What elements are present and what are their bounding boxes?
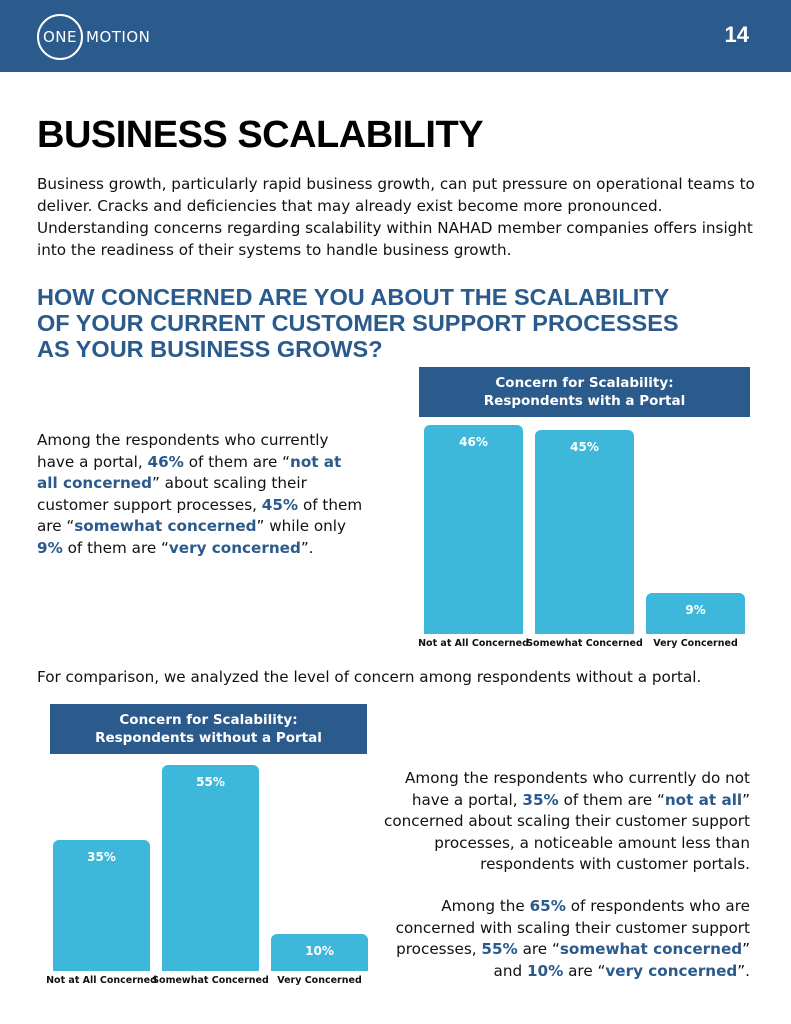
highlight: somewhat concerned [559, 940, 743, 958]
portal-findings-paragraph: Among the respondents who currently have… [37, 430, 367, 559]
category-label: Very Concerned [653, 638, 738, 649]
category-label: Not at All Concerned [418, 638, 529, 649]
highlight: very concerned [605, 961, 738, 980]
no-portal-findings-paragraph: Among the respondents who currently do n… [380, 768, 750, 876]
text-run: ” about scaling their customer support p… [37, 474, 307, 514]
header-bar: ONE MOTION 14 [0, 0, 791, 72]
bar-value-label: 46% [459, 435, 488, 450]
highlight: not at all concerned [37, 452, 342, 493]
text-run: of them are “ [37, 495, 363, 536]
text-run: ” concerned about scaling their customer… [384, 790, 750, 874]
highlight: 45% [261, 495, 299, 514]
highlight: somewhat concerned [74, 517, 257, 535]
highlight: 9% [37, 538, 63, 557]
highlight: not at all [664, 790, 743, 809]
chart-bar: 45% [535, 429, 634, 634]
highlight: very concerned [168, 538, 301, 557]
category-label: Very Concerned [277, 975, 362, 986]
bar-value-label: 45% [570, 439, 599, 454]
logo-one-text: ONE [42, 28, 77, 46]
comparison-sentence: For comparison, we analyzed the level of… [37, 668, 702, 686]
bar-value-label: 9% [685, 603, 706, 618]
highlight: 55% [481, 940, 518, 958]
page-number: 14 [724, 22, 749, 47]
text-run: Among the [441, 897, 530, 915]
text-run: of respondents who are concerned with sc… [395, 897, 750, 958]
text-run: are “ [563, 961, 606, 980]
concerned-breakdown-paragraph: Among the 65% of respondents who are con… [380, 896, 750, 982]
highlight: 35% [522, 790, 559, 809]
text-run: ”. [300, 538, 314, 557]
chart-bar: 9% [646, 593, 745, 634]
chart-bar: 10% [271, 933, 368, 971]
logo-motion-text: MOTION [86, 28, 151, 46]
chart-bar: 35% [53, 839, 150, 971]
logo-circle: ONE [37, 14, 83, 60]
category-label: Somewhat Concerned [152, 975, 269, 986]
chart-title-line: Concern for Scalability: [119, 712, 298, 728]
intro-paragraph: Business growth, particularly rapid busi… [37, 175, 755, 259]
category-label: Not at All Concerned [46, 975, 157, 986]
text-run: Among the respondents who currently have… [37, 431, 329, 471]
text-run: Among the respondents who currently do n… [405, 769, 750, 809]
chart-title-line: Respondents with a Portal [483, 393, 686, 409]
highlight: 10% [526, 961, 564, 980]
chart-bar: 46% [424, 425, 523, 634]
chart-title-line: Concern for Scalability: [495, 375, 674, 391]
onemotion-logo: ONE MOTION [37, 14, 150, 60]
text-run: of them are “ [558, 790, 665, 809]
bar-value-label: 35% [87, 849, 116, 864]
page-title: BUSINESS SCALABILITY [37, 114, 484, 156]
text-run: of them are “ [62, 538, 169, 557]
chart-with-portal-title: Concern for Scalability: Respondents wit… [419, 367, 750, 417]
bar-value-label: 55% [196, 774, 225, 789]
survey-question: HOW CONCERNED ARE YOU ABOUT THE SCALABIL… [37, 284, 679, 362]
bar-value-label: 10% [305, 943, 334, 958]
highlight: 46% [147, 452, 184, 471]
text-run: are “ [517, 940, 560, 958]
chart-title-line: Respondents without a Portal [95, 730, 322, 746]
text-run: ” while only [256, 517, 347, 535]
highlight: 65% [529, 897, 566, 915]
chart-without-portal-title: Concern for Scalability: Respondents wit… [50, 704, 367, 754]
text-run: ” and [493, 940, 750, 980]
category-label: Somewhat Concerned [526, 638, 643, 649]
chart-bar: 55% [162, 764, 259, 971]
text-run: of them are “ [183, 452, 291, 471]
text-run: ”. [737, 961, 750, 980]
